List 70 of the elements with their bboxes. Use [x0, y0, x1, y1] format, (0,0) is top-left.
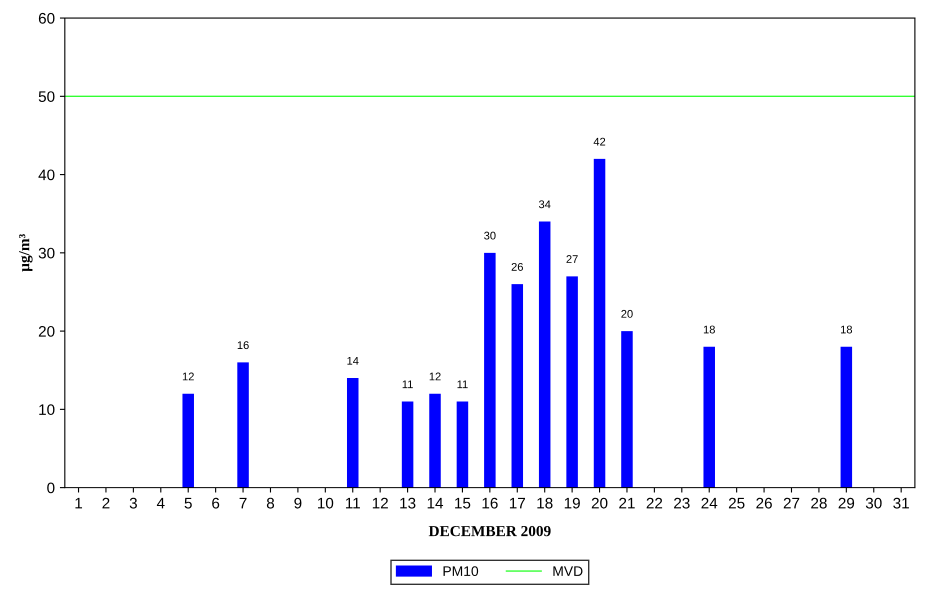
y-tick-label: 50 [38, 91, 54, 102]
bar [538, 222, 550, 488]
data-label: 26 [512, 262, 523, 271]
data-label: 18 [841, 326, 852, 334]
data-label: 20 [621, 310, 633, 318]
x-tick-label: 14 [428, 498, 444, 508]
y-tick-label: 40 [38, 169, 54, 180]
x-tick-label: 12 [372, 498, 388, 508]
x-tick-label: 9 [294, 498, 302, 509]
data-label: 42 [594, 138, 606, 146]
data-label: 11 [458, 380, 468, 388]
bar [840, 346, 852, 488]
bar [237, 362, 249, 488]
x-tick-label: 23 [674, 498, 690, 509]
x-tick-label: 16 [482, 498, 498, 509]
data-label: 34 [538, 200, 551, 208]
x-tick-label: 13 [400, 498, 416, 509]
x-tick-label: 29 [838, 498, 854, 509]
data-label: 27 [566, 255, 578, 263]
data-label: 16 [238, 341, 249, 350]
bar [484, 252, 496, 488]
legend-label: PM10 [444, 566, 478, 576]
y-tick-label: 0 [47, 482, 54, 494]
bar [621, 331, 633, 488]
x-tick-label: 4 [156, 498, 165, 508]
legend-label: MVD [553, 566, 582, 576]
x-tick-label: 26 [756, 498, 772, 509]
data-label: 14 [347, 356, 359, 365]
x-tick-label: 28 [811, 498, 827, 509]
x-tick-label: 24 [702, 498, 718, 508]
x-tick-label: 20 [592, 498, 608, 509]
x-tick-label: 19 [564, 498, 580, 509]
bar [182, 394, 194, 488]
x-tick-label: 15 [455, 498, 470, 509]
bar [566, 276, 578, 488]
bar [429, 394, 441, 488]
x-tick-label: 5 [184, 498, 192, 509]
x-tick-label: 6 [212, 498, 220, 509]
bar [346, 378, 359, 488]
x-tick-label: 22 [646, 498, 662, 508]
x-tick-label: 27 [784, 498, 800, 508]
x-tick-label: 17 [510, 498, 526, 508]
y-tick-label: 30 [38, 248, 54, 259]
x-tick-label: 18 [537, 498, 553, 509]
x-axis-title: DECEMBER 2009 [428, 526, 551, 536]
x-tick-label: 3 [130, 498, 137, 509]
x-tick-label: 1 [75, 498, 82, 508]
x-tick-label: 25 [728, 498, 745, 509]
x-tick-label: 10 [318, 498, 334, 509]
x-tick-label: 30 [866, 498, 882, 509]
y-tick-label: 60 [38, 12, 54, 24]
bar [512, 284, 524, 488]
bar [703, 346, 715, 488]
data-label: 30 [484, 232, 496, 240]
x-tick-label: 8 [266, 498, 274, 509]
bar [456, 402, 468, 488]
x-tick-label: 2 [102, 498, 110, 508]
data-label: 12 [430, 372, 441, 380]
y-tick-label: 20 [38, 326, 54, 337]
data-label: 18 [704, 326, 715, 334]
data-label: 12 [182, 372, 194, 380]
x-tick-label: 21 [619, 498, 635, 508]
bar [402, 402, 414, 488]
x-tick-label: 31 [893, 498, 909, 509]
y-axis-title: µg/m³ [19, 234, 33, 272]
data-label: 11 [402, 380, 413, 388]
x-tick-label: 7 [240, 498, 247, 508]
y-tick-label: 10 [39, 404, 54, 416]
bar [594, 158, 606, 488]
x-tick-label: 11 [346, 498, 360, 508]
